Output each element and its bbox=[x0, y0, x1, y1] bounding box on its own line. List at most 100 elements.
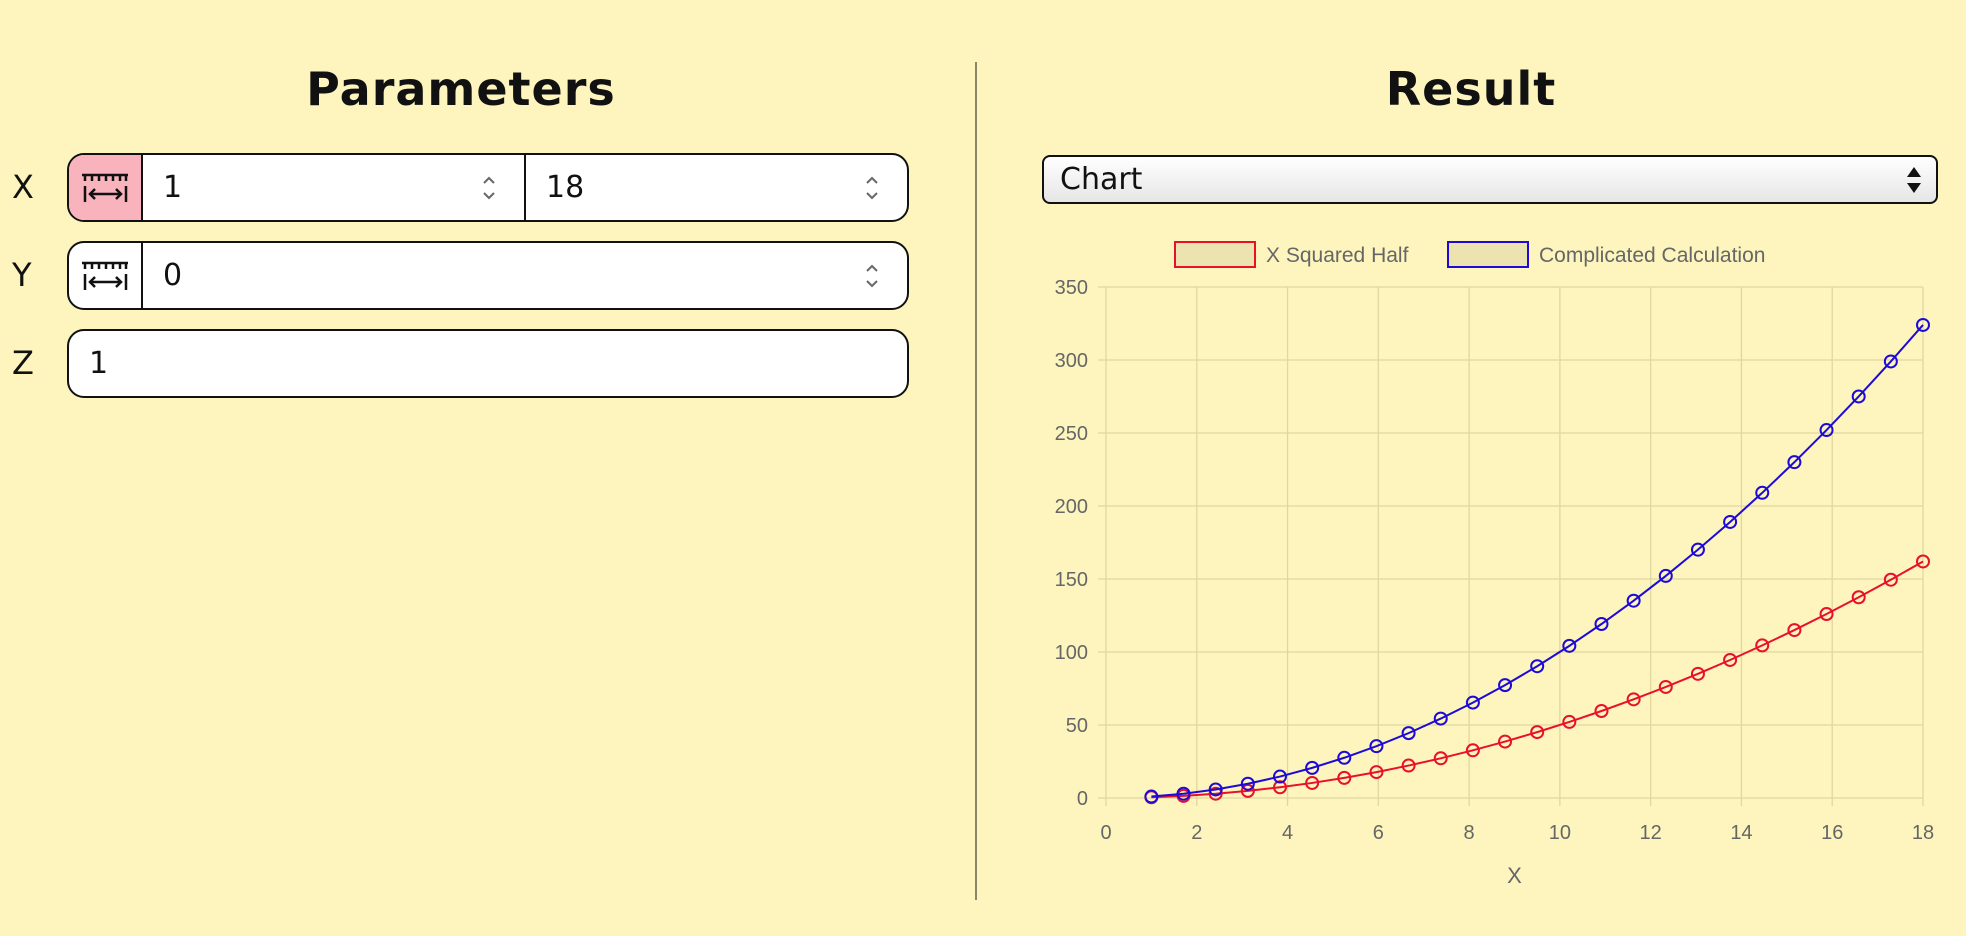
data-point bbox=[1240, 776, 1255, 791]
range-arrows-icon bbox=[82, 261, 128, 290]
data-point bbox=[1530, 659, 1545, 674]
param-x-from-input[interactable]: 1 bbox=[143, 155, 524, 220]
data-point bbox=[1240, 783, 1255, 798]
range-arrows-icon bbox=[82, 173, 128, 202]
x-tick-label: 2 bbox=[1191, 822, 1202, 844]
x-tick-label: 12 bbox=[1640, 822, 1662, 844]
data-point bbox=[1369, 739, 1384, 754]
data-point bbox=[1626, 692, 1641, 707]
data-point bbox=[1337, 750, 1352, 765]
x-tick-label: 18 bbox=[1912, 822, 1934, 844]
y-tick-label: 250 bbox=[1055, 423, 1088, 445]
x-tick-label: 10 bbox=[1549, 822, 1571, 844]
select-arrows-icon bbox=[1906, 165, 1922, 195]
param-z-value: 1 bbox=[89, 346, 109, 381]
data-point bbox=[1658, 568, 1673, 583]
data-point bbox=[1144, 789, 1159, 804]
data-point bbox=[1755, 485, 1770, 500]
x-axis-label: X bbox=[1507, 863, 1522, 888]
param-y-row: 0 bbox=[67, 241, 909, 310]
parameters-title: Parameters bbox=[306, 62, 616, 116]
param-z-input[interactable]: 1 bbox=[67, 329, 909, 398]
data-point bbox=[1305, 775, 1320, 790]
x-tick-label: 0 bbox=[1100, 822, 1111, 844]
series-line bbox=[1151, 324, 1924, 798]
data-point bbox=[1465, 695, 1480, 710]
result-view-selected: Chart bbox=[1060, 162, 1143, 197]
spinner-arrows-icon[interactable] bbox=[861, 258, 883, 294]
data-point bbox=[1433, 711, 1448, 726]
data-point bbox=[1369, 765, 1384, 780]
data-point bbox=[1530, 725, 1545, 740]
data-point bbox=[1594, 703, 1609, 718]
data-point bbox=[1562, 638, 1577, 653]
data-point bbox=[1916, 554, 1930, 569]
panel-divider bbox=[975, 62, 977, 900]
data-point bbox=[1594, 617, 1609, 632]
data-point bbox=[1433, 751, 1448, 766]
param-y-input[interactable]: 0 bbox=[143, 243, 907, 308]
data-point bbox=[1851, 389, 1866, 404]
spinner-arrows-icon[interactable] bbox=[861, 170, 883, 206]
data-point bbox=[1883, 354, 1898, 369]
data-point bbox=[1851, 590, 1866, 605]
data-point bbox=[1819, 607, 1834, 622]
y-tick-label: 150 bbox=[1055, 569, 1088, 591]
data-point bbox=[1401, 726, 1416, 741]
data-point bbox=[1787, 455, 1802, 470]
data-point bbox=[1883, 572, 1898, 587]
x-tick-label: 14 bbox=[1730, 822, 1752, 844]
data-point bbox=[1272, 769, 1287, 784]
y-tick-label: 0 bbox=[1077, 788, 1088, 810]
spinner-arrows-icon[interactable] bbox=[478, 170, 500, 206]
param-z-label: Z bbox=[12, 344, 34, 382]
legend-swatch bbox=[1174, 241, 1256, 268]
param-y-label: Y bbox=[12, 256, 32, 294]
x-tick-label: 6 bbox=[1373, 822, 1384, 844]
series-line bbox=[1151, 560, 1924, 799]
param-y-range-toggle[interactable] bbox=[69, 243, 143, 308]
y-tick-label: 300 bbox=[1055, 350, 1088, 372]
y-tick-label: 200 bbox=[1055, 496, 1088, 518]
data-point bbox=[1498, 678, 1513, 693]
x-tick-label: 4 bbox=[1282, 822, 1293, 844]
data-point bbox=[1498, 734, 1513, 749]
y-tick-label: 350 bbox=[1055, 277, 1088, 299]
x-tick-label: 16 bbox=[1821, 822, 1843, 844]
data-point bbox=[1819, 423, 1834, 438]
param-y-value: 0 bbox=[163, 258, 183, 293]
result-view-select[interactable]: Chart bbox=[1042, 155, 1938, 204]
data-point bbox=[1562, 714, 1577, 729]
param-x-to-value: 18 bbox=[546, 170, 585, 205]
legend-label: Complicated Calculation bbox=[1539, 244, 1765, 267]
param-x-row: 1 18 bbox=[67, 153, 909, 222]
y-tick-label: 100 bbox=[1055, 642, 1088, 664]
data-point bbox=[1272, 780, 1287, 795]
data-point bbox=[1755, 638, 1770, 653]
data-point bbox=[1305, 760, 1320, 775]
data-point bbox=[1208, 782, 1223, 797]
data-point bbox=[1176, 786, 1191, 801]
y-tick-label: 50 bbox=[1066, 715, 1088, 737]
param-x-to-input[interactable]: 18 bbox=[524, 155, 907, 220]
data-point bbox=[1690, 666, 1705, 681]
result-chart: 0 50 100 150 200 250 300 350 0 2 4 6 8 10 12 14 16 18 X X S… bbox=[1055, 241, 1934, 888]
data-point bbox=[1465, 743, 1480, 758]
x-tick-label: 8 bbox=[1464, 822, 1475, 844]
result-title: Result bbox=[1385, 62, 1557, 116]
data-point bbox=[1337, 770, 1352, 785]
data-point bbox=[1208, 786, 1223, 801]
data-point bbox=[1916, 317, 1930, 332]
data-point bbox=[1787, 623, 1802, 638]
param-x-label: X bbox=[12, 168, 34, 206]
data-point bbox=[1723, 514, 1738, 529]
legend-swatch bbox=[1447, 241, 1529, 268]
legend-label: X Squared Half bbox=[1266, 244, 1409, 267]
param-x-from-value: 1 bbox=[163, 170, 183, 205]
data-point bbox=[1658, 679, 1673, 694]
data-point bbox=[1723, 652, 1738, 667]
data-point bbox=[1401, 758, 1416, 773]
data-point bbox=[1626, 593, 1641, 608]
param-x-range-toggle[interactable] bbox=[69, 155, 143, 220]
data-point bbox=[1690, 542, 1705, 557]
